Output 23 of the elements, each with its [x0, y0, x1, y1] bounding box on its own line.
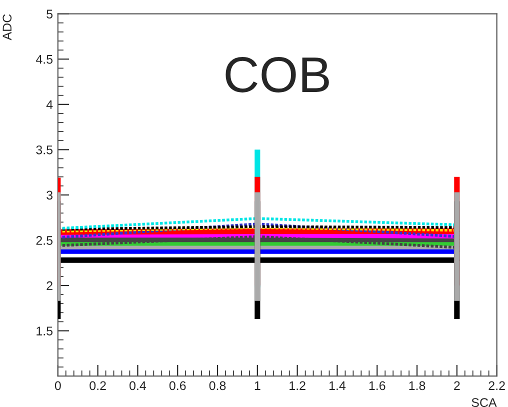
- y-tick-label: 2: [46, 281, 52, 290]
- x-tick-label: 0.2: [90, 381, 106, 390]
- x-tick-label: 1.8: [409, 381, 426, 390]
- x-axis-title: SCA: [472, 398, 497, 407]
- x-tick-label: 1.4: [329, 381, 346, 390]
- x-tick-label: 0.8: [209, 381, 226, 390]
- x-tick-label: 1.2: [290, 381, 306, 390]
- x-tick-label: 0: [54, 381, 61, 390]
- x-tick-label: 0.4: [130, 381, 146, 390]
- x-tick-label: 1.6: [369, 381, 386, 390]
- y-tick-label: 2.5: [36, 236, 53, 245]
- y-tick-label: 4.5: [36, 55, 53, 64]
- y-tick-label: 3.5: [36, 145, 53, 154]
- y-tick-label: 4: [46, 100, 53, 109]
- y-tick-label: 3: [46, 190, 52, 200]
- x-tick-label: 1: [254, 381, 260, 390]
- y-tick-label: 1.5: [36, 326, 53, 336]
- x-tick-label: 2.2: [488, 381, 505, 390]
- y-tick-label: 5: [46, 10, 53, 18]
- text: COB: [226, 57, 329, 92]
- y-axis-title: ADC: [2, 14, 12, 40]
- x-tick-label: 0.6: [169, 381, 186, 390]
- x-tick-label: 2: [454, 381, 460, 390]
